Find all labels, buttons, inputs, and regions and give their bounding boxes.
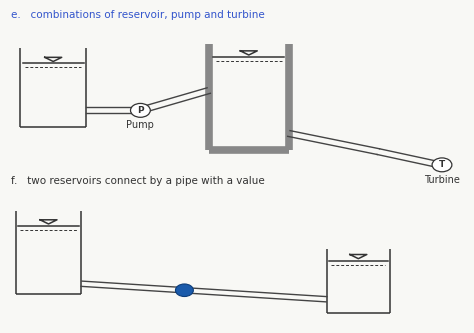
Circle shape (432, 158, 452, 172)
Text: P: P (137, 106, 144, 115)
Text: e.   combinations of reservoir, pump and turbine: e. combinations of reservoir, pump and t… (11, 10, 264, 20)
Text: T: T (439, 161, 445, 169)
Circle shape (175, 284, 193, 296)
Text: Pump: Pump (127, 120, 155, 130)
Text: f.   two reservoirs connect by a pipe with a value: f. two reservoirs connect by a pipe with… (11, 176, 264, 186)
Circle shape (130, 104, 150, 117)
Text: Turbine: Turbine (424, 175, 460, 185)
